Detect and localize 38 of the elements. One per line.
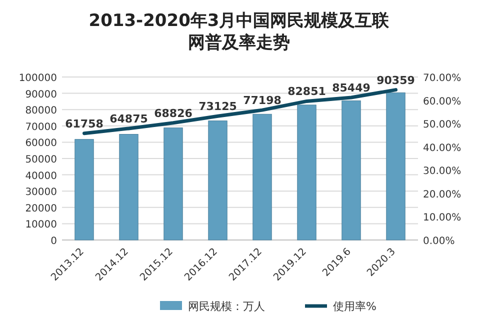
y2-tick-label: 10.00%: [423, 212, 462, 224]
legend-label: 网民规模：万人: [188, 300, 265, 313]
y-tick-label: 20000: [25, 203, 57, 214]
data-label: 85449: [332, 81, 370, 94]
data-label: 73125: [198, 100, 237, 114]
y-tick-label: 80000: [25, 106, 57, 117]
y-tick-label: 30000: [25, 187, 57, 198]
data-label: 77198: [243, 94, 282, 108]
y2-tick-label: 60.00%: [423, 96, 462, 108]
y2-tick-label: 30.00%: [423, 166, 462, 178]
y-tick-label: 50000: [25, 154, 57, 166]
y-tick-label: 10000: [25, 220, 57, 231]
bar: [342, 100, 361, 240]
y-tick-label: 90000: [25, 89, 57, 100]
y2-tick-label: 20.00%: [423, 189, 462, 200]
bar: [386, 92, 406, 240]
y-tick-label: 0: [50, 236, 57, 247]
chart-title: 2013-2020年3月中国网民规模及互联网普及率走势: [88, 11, 390, 53]
y-tick-label: 40000: [25, 170, 57, 182]
y2-tick-label: 70.00%: [423, 73, 462, 84]
data-label: 64875: [110, 112, 148, 126]
y-tick-label: 100000: [18, 73, 57, 84]
legend-label: 使用率%: [333, 300, 376, 313]
y2-tick-label: 50.00%: [423, 120, 462, 131]
y-tick-label: 70000: [25, 122, 57, 133]
data-label: 68826: [154, 106, 193, 120]
bar: [208, 120, 228, 240]
data-label: 61758: [65, 117, 104, 130]
data-label: 90359: [376, 74, 415, 87]
bar: [252, 114, 272, 240]
bar: [164, 128, 183, 240]
y2-tick-label: 40.00%: [423, 142, 462, 154]
data-label: 82851: [288, 85, 326, 98]
y2-tick-label: 0.00%: [423, 236, 455, 247]
y-tick-label: 60000: [25, 138, 57, 150]
bar: [119, 134, 138, 240]
bar: [74, 139, 94, 240]
bar: [297, 104, 316, 240]
